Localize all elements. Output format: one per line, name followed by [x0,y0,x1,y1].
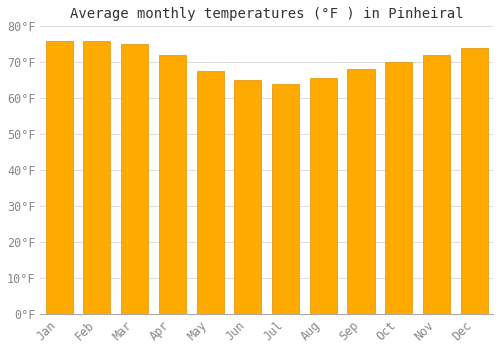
Title: Average monthly temperatures (°F ) in Pinheiral: Average monthly temperatures (°F ) in Pi… [70,7,464,21]
Bar [84,41,110,314]
Bar [46,41,73,314]
Bar [159,55,186,314]
Bar [196,71,224,314]
Bar [348,69,374,314]
Bar [234,80,262,314]
Bar [272,84,299,314]
Bar [121,44,148,314]
Bar [423,55,450,314]
Bar [460,48,488,314]
Bar [310,78,337,314]
Bar [385,62,412,314]
